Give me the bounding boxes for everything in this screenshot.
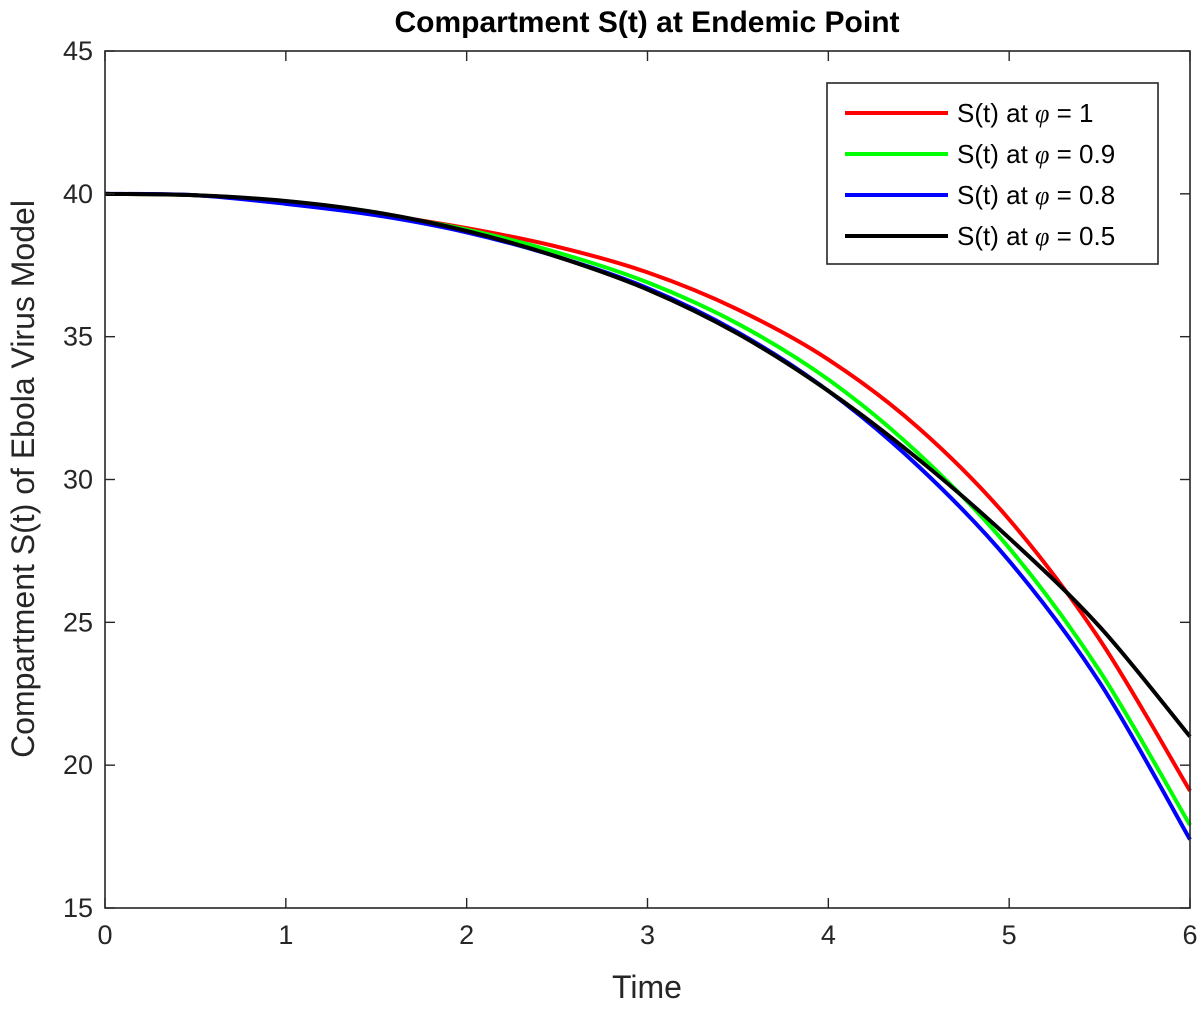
x-tick-label: 1 [278, 920, 293, 950]
x-tick-label: 0 [97, 920, 112, 950]
y-tick-label: 30 [63, 465, 93, 495]
y-tick-label: 15 [63, 893, 93, 923]
y-tick-label: 45 [63, 36, 93, 66]
series-layer [104, 191, 1192, 841]
legend-entry: S(t) at φ = 0.5 [845, 221, 1115, 251]
legend-label: S(t) at φ = 1 [957, 98, 1094, 128]
y-tick-label: 40 [63, 179, 93, 209]
x-tick-label: 2 [459, 920, 474, 950]
chart-title: Compartment S(t) at Endemic Point [394, 6, 899, 39]
series-line-4 [104, 191, 1192, 738]
legend-entry: S(t) at φ = 0.8 [845, 180, 1115, 210]
y-tick-label: 20 [63, 750, 93, 780]
legend-label: S(t) at φ = 0.5 [957, 221, 1115, 251]
plot-frame [104, 50, 1191, 909]
y-tick-label: 35 [63, 322, 93, 352]
x-tick-label: 6 [1182, 920, 1197, 950]
x-tick-label: 4 [821, 920, 836, 950]
legend-entry: S(t) at φ = 0.9 [845, 139, 1115, 169]
legend-entry: S(t) at φ = 1 [845, 98, 1094, 128]
y-axis-label: Compartment S(t) of Ebola Virus Model [5, 200, 41, 758]
legend-label: S(t) at φ = 0.9 [957, 139, 1115, 169]
x-tick-label: 5 [1002, 920, 1017, 950]
legend: S(t) at φ = 1 S(t) at φ = 0.9 S(t) at φ = … [826, 82, 1159, 265]
x-axis-label: Time [612, 969, 682, 1005]
x-tick-label: 3 [640, 920, 655, 950]
legend-label: S(t) at φ = 0.8 [957, 180, 1115, 210]
y-tick-label: 25 [63, 607, 93, 637]
